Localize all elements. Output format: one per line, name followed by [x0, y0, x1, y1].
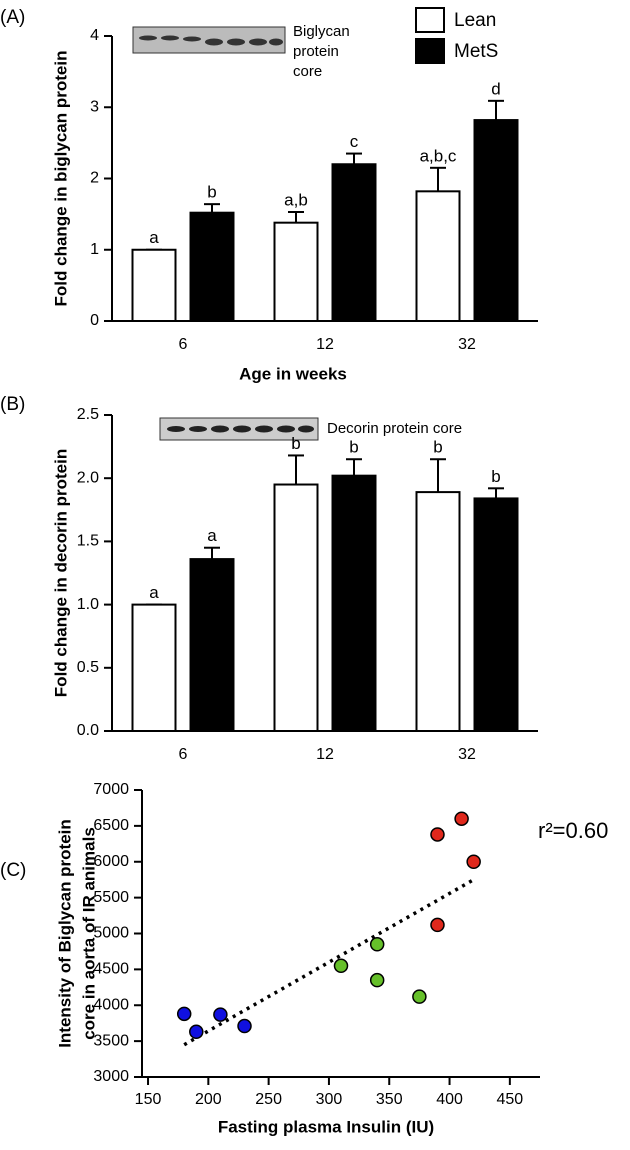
y-tick-label: 1.5 [77, 533, 99, 550]
x-tick-label: 12 [316, 336, 334, 353]
scatter-point [369, 937, 385, 952]
significance-letter: a [207, 526, 217, 545]
bar [273, 483, 319, 732]
blot-label: Decorin protein core [327, 420, 462, 437]
x-tick-label: 300 [316, 1091, 343, 1108]
x-axis-label: Fasting plasma Insulin (IU) [218, 1117, 434, 1136]
significance-letter: a [149, 583, 159, 602]
scatter-point [369, 972, 385, 988]
trend-line [183, 878, 475, 1047]
x-tick-label: 450 [496, 1091, 523, 1108]
y-tick-label: 0.0 [77, 722, 99, 739]
blot-label: core [293, 63, 322, 80]
significance-letter: b [433, 438, 442, 457]
x-axis-label: Age in weeks [239, 364, 347, 383]
y-tick-label: 5000 [93, 925, 129, 942]
scatter-point [430, 827, 445, 842]
bar [331, 163, 377, 322]
significance-letter: b [291, 434, 300, 453]
legend-label: Lean [454, 10, 496, 31]
x-tick-label: 6 [179, 746, 188, 763]
bar [189, 558, 235, 733]
scatter-point [237, 1018, 252, 1034]
significance-letter: b [349, 438, 358, 457]
x-tick-label: 32 [458, 336, 476, 353]
blot-label: protein [293, 43, 339, 60]
y-tick-label: 4 [90, 27, 99, 44]
x-tick-label: 12 [316, 746, 334, 763]
y-tick-label: 4500 [93, 961, 129, 978]
y-axis-label: Fold change in decorin protein [51, 449, 70, 697]
bar [131, 603, 177, 732]
scatter-point [412, 989, 427, 1004]
scatter-point [189, 1024, 204, 1040]
y-tick-label: 3 [90, 98, 99, 115]
y-tick-label: 1.0 [77, 596, 99, 613]
significance-letter: b [491, 467, 500, 486]
y-axis-label: core in aorta of IR animals [79, 827, 98, 1040]
y-tick-label: 6000 [93, 853, 129, 870]
y-tick-label: 5500 [93, 889, 129, 906]
y-tick-label: 3500 [93, 1032, 129, 1049]
bar [189, 211, 235, 322]
significance-letter: a,b,c [420, 146, 457, 165]
y-axis-label: Intensity of Biglycan protein [55, 819, 74, 1048]
y-tick-label: 7000 [93, 781, 129, 798]
x-tick-label: 250 [255, 1091, 282, 1108]
bar [473, 497, 519, 733]
y-tick-label: 0.5 [77, 659, 99, 676]
y-axis-label: Fold change in biglycan protein [51, 51, 70, 307]
legend-swatch [415, 7, 445, 33]
scatter-point [466, 854, 481, 869]
scatter-point [430, 917, 445, 933]
y-tick-label: 4000 [93, 996, 129, 1013]
scatter-point [333, 958, 349, 974]
bar [415, 190, 461, 322]
blot-bands [167, 425, 314, 433]
y-tick-label: 2.5 [77, 406, 99, 423]
x-tick-label: 200 [195, 1091, 222, 1108]
scatter-point [176, 1006, 192, 1022]
x-tick-label: 32 [458, 746, 476, 763]
x-tick-label: 400 [436, 1091, 463, 1108]
y-tick-label: 6500 [93, 817, 129, 834]
y-tick-label: 1 [90, 241, 99, 258]
bar [273, 221, 319, 322]
scatter-point [454, 811, 469, 826]
panel-label: (C) [0, 860, 26, 881]
significance-letter: c [350, 132, 359, 151]
annotation: r²=0.60 [538, 818, 608, 843]
y-tick-label: 2.0 [77, 469, 99, 486]
y-tick-label: 2 [90, 170, 99, 187]
blot-bands [139, 35, 283, 46]
significance-letter: a,b [284, 190, 308, 209]
x-tick-label: 350 [376, 1091, 403, 1108]
significance-letter: d [491, 79, 500, 98]
bar [415, 491, 461, 732]
y-tick-label: 3000 [93, 1068, 129, 1085]
legend-label: MetS [454, 41, 498, 62]
significance-letter: a [149, 228, 159, 247]
blot-label: Biglycan [293, 23, 350, 40]
panel-label: (A) [0, 7, 25, 28]
panel-label: (B) [0, 394, 25, 415]
bar [131, 248, 177, 322]
y-tick-label: 0 [90, 312, 99, 329]
x-tick-label: 6 [179, 336, 188, 353]
legend-swatch [415, 38, 445, 64]
x-tick-label: 150 [135, 1091, 162, 1108]
bar [331, 474, 377, 732]
bar [473, 119, 519, 322]
scatter-point [213, 1007, 228, 1022]
significance-letter: b [207, 183, 216, 202]
